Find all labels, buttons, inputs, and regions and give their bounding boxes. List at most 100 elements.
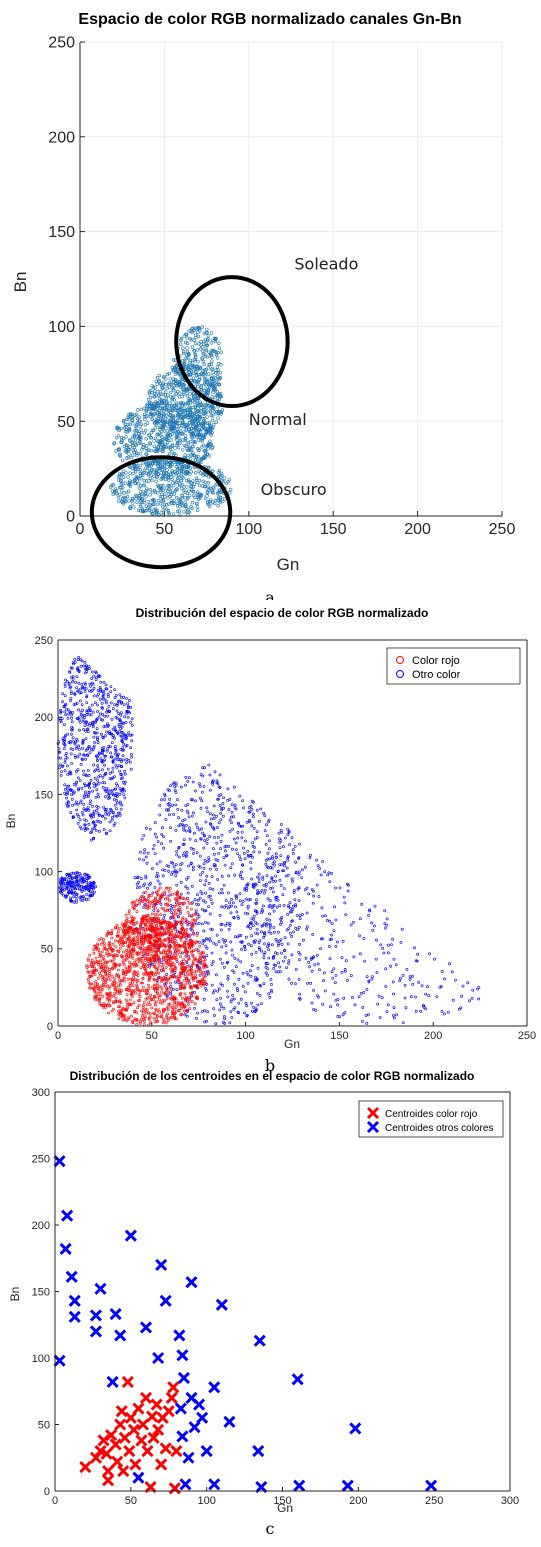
- scatter-point: [128, 471, 132, 475]
- scatter-point: [136, 508, 141, 512]
- scatter-point: [85, 893, 89, 896]
- scatter-point: [150, 417, 154, 421]
- scatter-point: [297, 899, 301, 903]
- scatter-point: [88, 781, 92, 785]
- scatter-point: [198, 896, 202, 900]
- scatter-point: [102, 746, 106, 749]
- scatter-point: [246, 906, 250, 910]
- scatter-point: [290, 877, 294, 881]
- scatter-point: [70, 675, 73, 679]
- scatter-point: [183, 434, 188, 438]
- scatter-point: [120, 739, 124, 743]
- scatter-point: [195, 381, 199, 385]
- scatter-points: [56, 655, 481, 1027]
- scatter-point: [194, 476, 199, 480]
- scatter-point: [149, 503, 153, 507]
- scatter-point: [195, 502, 199, 506]
- scatter-point: [86, 722, 89, 726]
- scatter-point: [120, 458, 125, 463]
- scatter-point: [145, 962, 149, 966]
- scatter-point: [118, 492, 122, 497]
- scatter-point: [205, 954, 209, 958]
- scatter-point: [107, 744, 111, 748]
- x-tick-label: 0: [76, 521, 85, 538]
- scatter-point: [215, 933, 219, 937]
- scatter-point: [77, 716, 81, 720]
- scatter-point: [209, 898, 213, 902]
- scatter-point: [89, 838, 93, 842]
- scatter-point: [192, 847, 196, 851]
- scatter-point: [180, 1007, 183, 1010]
- scatter-point: [207, 421, 212, 425]
- scatter-point: [210, 376, 214, 381]
- scatter-point: [362, 936, 366, 940]
- scatter-point: [181, 415, 186, 420]
- scatter-point: [82, 713, 86, 717]
- scatter-point: [191, 422, 195, 426]
- scatter-point: [140, 492, 144, 496]
- scatter-point: [250, 877, 254, 881]
- scatter-point: [243, 948, 247, 952]
- scatter-point: [89, 894, 93, 898]
- scatter-point: [210, 446, 214, 450]
- scatter-point: [142, 884, 146, 888]
- scatter-point: [183, 992, 187, 996]
- scatter-point: [100, 984, 103, 988]
- scatter-point: [153, 386, 157, 390]
- scatter-point: [322, 979, 325, 983]
- scatter-point: [96, 778, 100, 782]
- scatter-point: [139, 935, 143, 939]
- scatter-point: [135, 451, 139, 456]
- scatter-point: [147, 508, 152, 512]
- scatter-point: [328, 919, 332, 923]
- scatter-point: [106, 692, 110, 696]
- scatter-point: [197, 950, 201, 954]
- scatter-point: [209, 404, 213, 409]
- scatter-point: [193, 432, 198, 437]
- scatter-point: [166, 802, 170, 806]
- scatter-point: [91, 804, 95, 808]
- scatter-point: [199, 383, 204, 388]
- scatter-point: [204, 331, 208, 335]
- scatter-point: [258, 994, 262, 997]
- scatter-point: [63, 888, 67, 892]
- scatter-point: [180, 466, 185, 470]
- scatter-point: [249, 867, 253, 871]
- scatter-point: [175, 401, 179, 405]
- scatter-point: [79, 762, 83, 766]
- scatter-point: [426, 985, 429, 989]
- scatter-point: [82, 664, 85, 668]
- scatter-point: [219, 793, 223, 797]
- scatter-point: [195, 397, 199, 401]
- scatter-point: [69, 699, 72, 703]
- scatter-point: [255, 977, 259, 981]
- scatter-point: [208, 822, 212, 826]
- scatter-point: [83, 689, 87, 693]
- scatter-point: [126, 1016, 130, 1020]
- scatter-point: [199, 773, 203, 777]
- scatter-point: [151, 891, 155, 895]
- scatter-point: [95, 731, 99, 735]
- scatter-point: [152, 1011, 156, 1015]
- scatter-point: [76, 874, 80, 878]
- scatter-point: [185, 877, 189, 881]
- scatter-point: [264, 862, 268, 866]
- scatter-point: [86, 709, 90, 713]
- scatter-point: [197, 483, 202, 488]
- scatter-point: [266, 967, 270, 971]
- scatter-point: [117, 712, 121, 715]
- scatter-point: [286, 856, 290, 860]
- scatter-point: [132, 435, 137, 439]
- scatter-point: [267, 818, 271, 822]
- scatter-point: [83, 828, 87, 832]
- scatter-point: [184, 437, 188, 441]
- scatter-point: [294, 904, 298, 908]
- scatter-point: [96, 792, 100, 796]
- scatter-point: [176, 478, 180, 483]
- scatter-point: [168, 390, 173, 394]
- y-tick-label: 50: [57, 414, 75, 431]
- scatter-point: [283, 864, 287, 868]
- scatter-point: [173, 470, 177, 474]
- scatter-point: [129, 752, 133, 756]
- scatter-point: [199, 460, 203, 465]
